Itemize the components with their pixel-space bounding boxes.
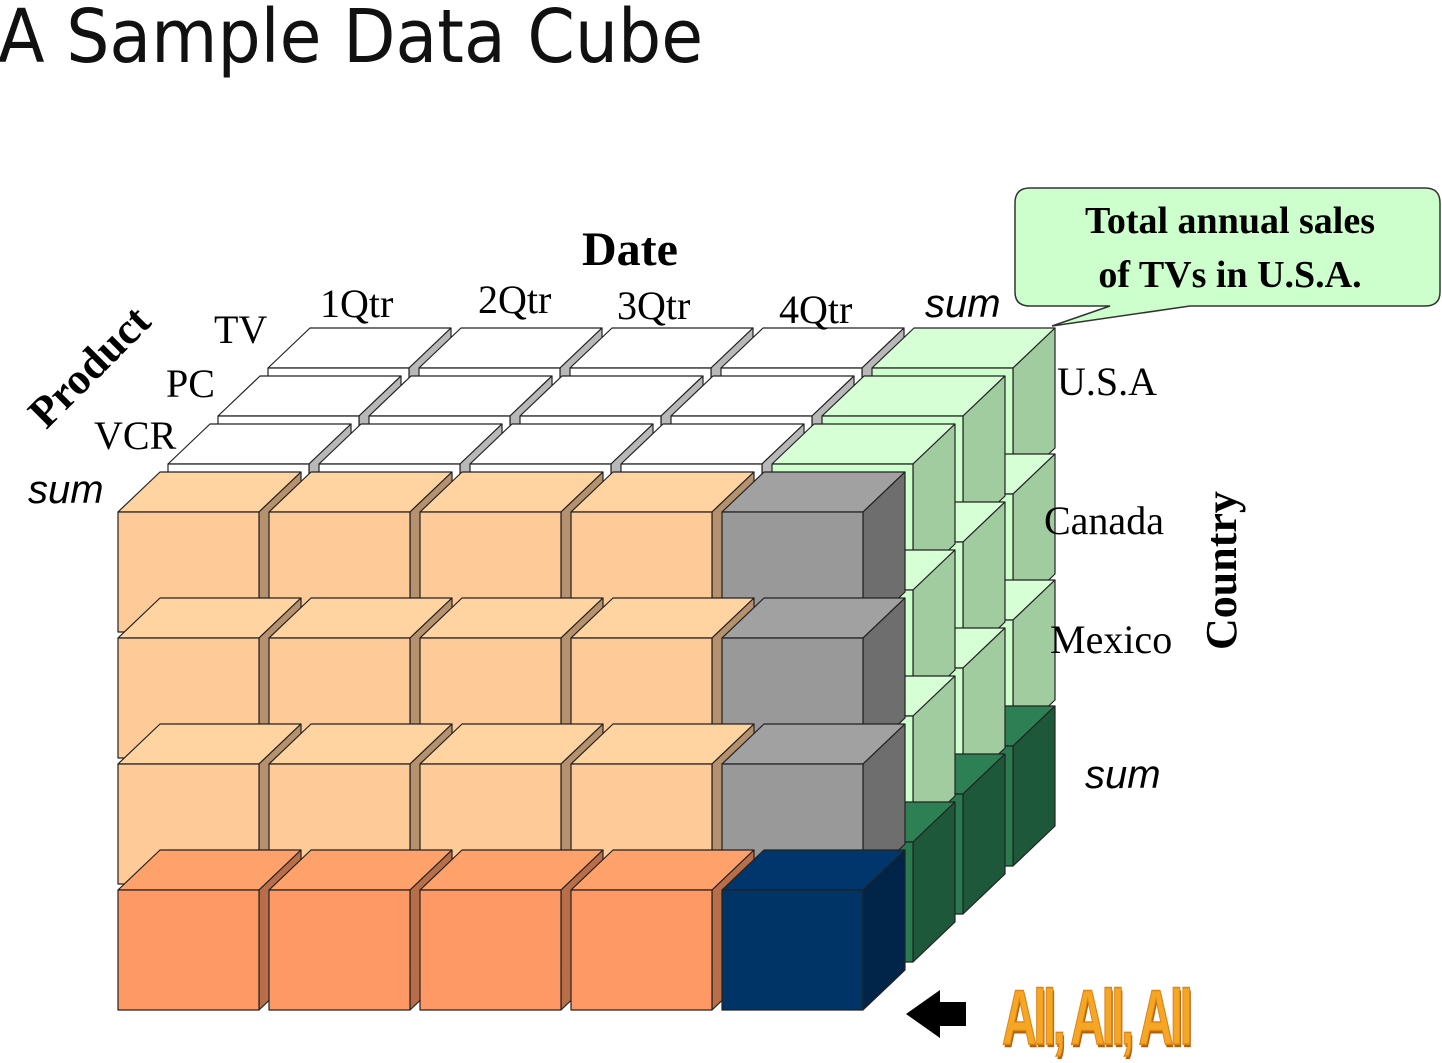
cube-front-face (117, 889, 260, 1011)
all-all-all-label: All, All, All (1002, 972, 1194, 1062)
date-label-1qtr: 1Qtr (320, 281, 394, 326)
country-label-mexico: Mexico (1050, 617, 1173, 662)
product-label-sum: sum (28, 468, 104, 512)
axis-label-country: Country (1197, 491, 1246, 650)
date-label-3qtr: 3Qtr (617, 283, 691, 328)
callout-text: Total annual sales of TVs in U.S.A. (1020, 194, 1440, 302)
product-label-tv: TV (214, 307, 268, 352)
country-label-canada: Canada (1044, 498, 1164, 543)
arrow-left-icon (906, 990, 966, 1038)
axis-label-date: Date (582, 223, 678, 276)
cube-front-face (268, 889, 411, 1011)
cube-front-face (721, 889, 864, 1011)
callout-line-1: Total annual sales (1084, 200, 1376, 242)
date-label-4qtr: 4Qtr (779, 287, 853, 332)
cube-front-face (570, 889, 713, 1011)
callout-bubble (1014, 187, 1441, 327)
product-label-vcr: VCR (94, 413, 177, 458)
date-label-sum: sum (925, 282, 1001, 326)
callout-line-2: of TVs in U.S.A. (1098, 254, 1362, 296)
cube-front-face (419, 889, 562, 1011)
slide-title: A Sample Data Cube (0, 0, 704, 80)
product-label-pc: PC (166, 361, 215, 406)
country-label-usa: U.S.A (1057, 359, 1158, 404)
country-label-sum: sum (1085, 753, 1161, 797)
date-label-2qtr: 2Qtr (478, 277, 552, 322)
